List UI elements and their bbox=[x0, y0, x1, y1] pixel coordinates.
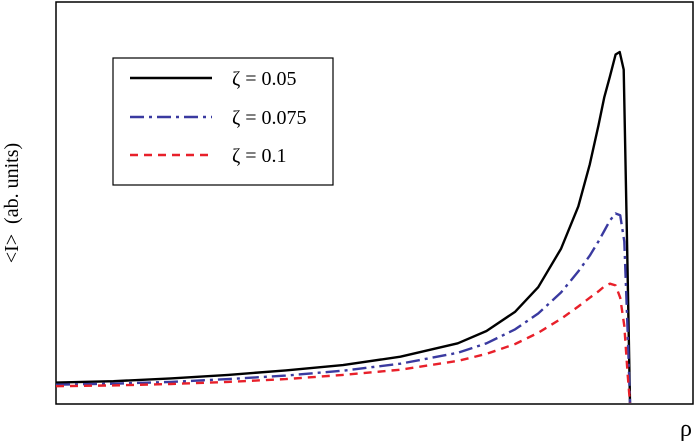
y-axis-label: <I> (ab. units) bbox=[1, 143, 23, 263]
legend: ζ = 0.05 ζ = 0.075 ζ = 0.1 bbox=[112, 57, 334, 186]
series-line-2 bbox=[55, 212, 632, 404]
legend-label-2: ζ = 0.075 bbox=[232, 107, 307, 129]
legend-label-1: ζ = 0.05 bbox=[232, 68, 297, 90]
plot-frame bbox=[55, 1, 694, 405]
series-line-3 bbox=[55, 282, 632, 404]
series-group bbox=[55, 50, 632, 404]
x-axis-label: ρ bbox=[680, 416, 692, 442]
series-line-1 bbox=[55, 50, 632, 404]
legend-label-3: ζ = 0.1 bbox=[232, 145, 287, 167]
